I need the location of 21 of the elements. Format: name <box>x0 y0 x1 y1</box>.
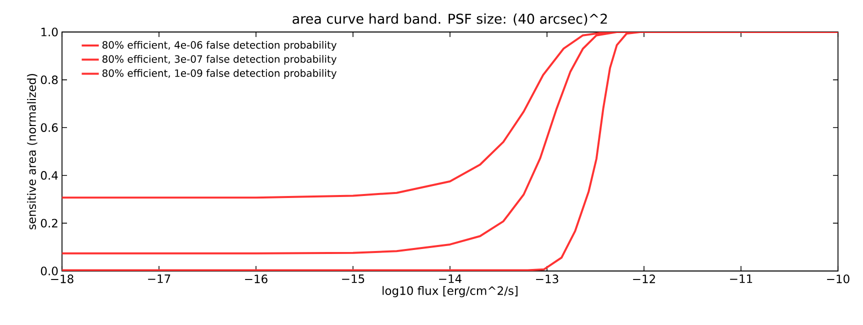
x-tick-label: −13 <box>536 274 558 284</box>
x-tick-label: −12 <box>633 274 655 284</box>
x-tick-label: −17 <box>148 274 170 283</box>
x-tick-label: −18 <box>51 274 74 284</box>
y-tick-label: 0.4 <box>40 171 58 180</box>
x-tick-label: −16 <box>245 274 268 284</box>
legend-label: 80% efficient, 3e-07 false detection probability <box>102 55 337 65</box>
y-axis-title: sensitive area (normalized) <box>27 74 38 230</box>
y-tick-label: 0.2 <box>40 218 58 228</box>
x-axis-title: log10 flux [erg/cm^2/s] <box>382 286 518 298</box>
x-tick-label: −15 <box>342 274 364 284</box>
chart-title: area curve hard band. PSF size: (40 arcsec)^2 <box>292 13 607 26</box>
y-tick-label: 0.8 <box>40 75 58 84</box>
x-tick-label: −14 <box>439 274 462 283</box>
x-tick-label: −11 <box>730 274 752 283</box>
y-tick-label: 0.6 <box>40 123 58 132</box>
y-tick-label: 1.0 <box>41 28 58 36</box>
y-tick-label: 0.0 <box>40 266 58 276</box>
x-tick-label: −10 <box>827 274 850 284</box>
legend-label: 80% efficient, 1e-09 false detection probability <box>102 69 337 79</box>
legend-label: 80% efficient, 4e-06 false detection probability <box>102 40 337 51</box>
